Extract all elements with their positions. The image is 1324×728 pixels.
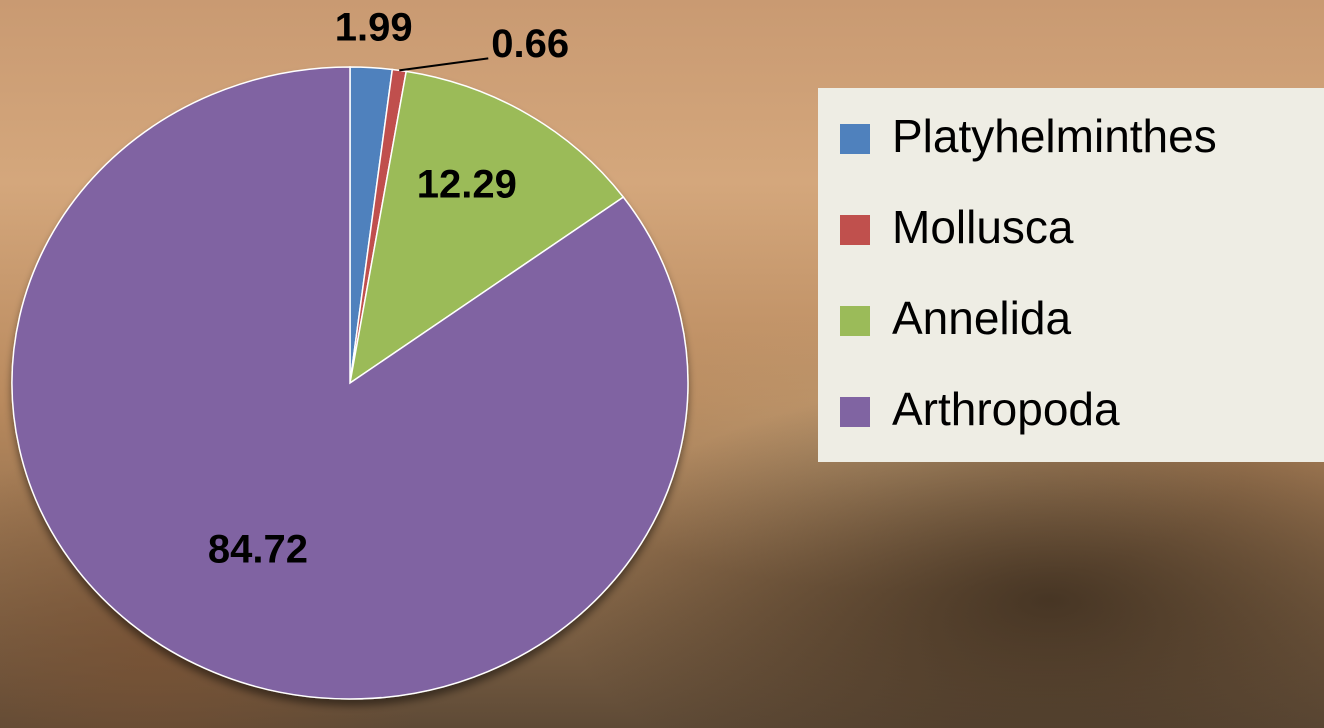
legend-swatch [840,124,870,154]
legend-label: Mollusca [892,201,1074,253]
data-label: 12.29 [417,162,517,206]
legend: Platyhelminthes Mollusca Annelida Arthropod… [840,110,1217,435]
data-label: 84.72 [208,528,308,572]
leader-line [399,57,489,72]
pie-slice [11,66,689,700]
legend-swatch [840,306,870,336]
legend-label: Annelida [892,292,1071,344]
data-label: 1.99 [335,5,413,49]
pie [11,66,689,700]
data-labels: 1.99 0.66 12.29 84.72 [208,5,569,571]
pie-slice [348,70,625,385]
legend-swatch [840,397,870,427]
legend-label: Platyhelminthes [892,110,1217,162]
legend-box [818,88,1324,462]
data-label: 0.66 [491,22,569,66]
legend-swatch [840,215,870,245]
legend-label: Arthropoda [892,383,1120,435]
